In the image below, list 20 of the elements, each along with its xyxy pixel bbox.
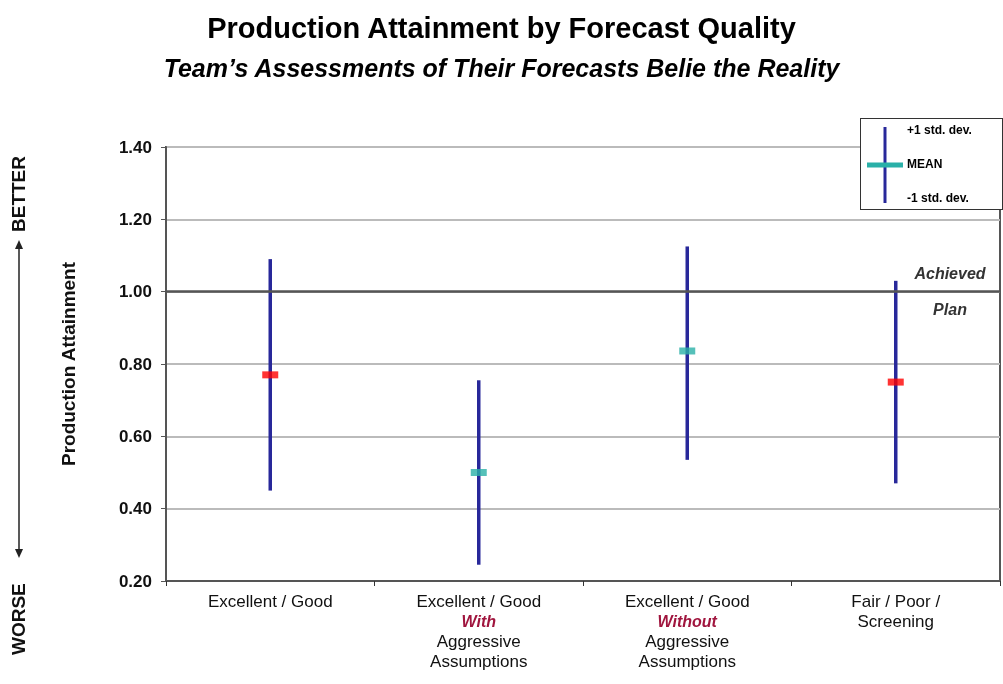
y-tick-label: 1.20: [118, 209, 152, 229]
chart-title: Production Attainment by Forecast Quality: [207, 11, 796, 44]
text: BETTER: [8, 156, 30, 232]
x-tick-label: Fair / Poor / Screening: [851, 591, 941, 631]
x-tick-label: Excellent / Good With Aggressive Assumptions: [416, 591, 542, 671]
annotation: MEAN: [907, 157, 943, 171]
key-panel: +1 std. dev. MEAN -1 std. dev.: [860, 118, 1003, 210]
text: WORSE: [8, 583, 30, 655]
y-tick-label: 0.40: [118, 499, 152, 519]
y-tick-label: 0.60: [118, 426, 152, 446]
ref-line-label: Achieved Plan: [913, 265, 987, 319]
x-tick-label: Excellent / Good: [207, 591, 333, 611]
y-tick-label: 1.00: [118, 282, 152, 302]
y-tick-label: 0.80: [118, 354, 152, 374]
annotation: -1 std. dev.: [907, 191, 969, 205]
y-tick-label: 0.20: [118, 571, 152, 591]
x-tick-label: Excellent / Good Without Aggressive Assumptions: [624, 591, 750, 671]
y-axis-title: Production Attainment: [58, 261, 79, 467]
y-tick-label: 1.40: [118, 137, 152, 157]
chart-subtitle: Team’s Assessments of Their Forecasts Belie the Reality: [163, 53, 841, 82]
